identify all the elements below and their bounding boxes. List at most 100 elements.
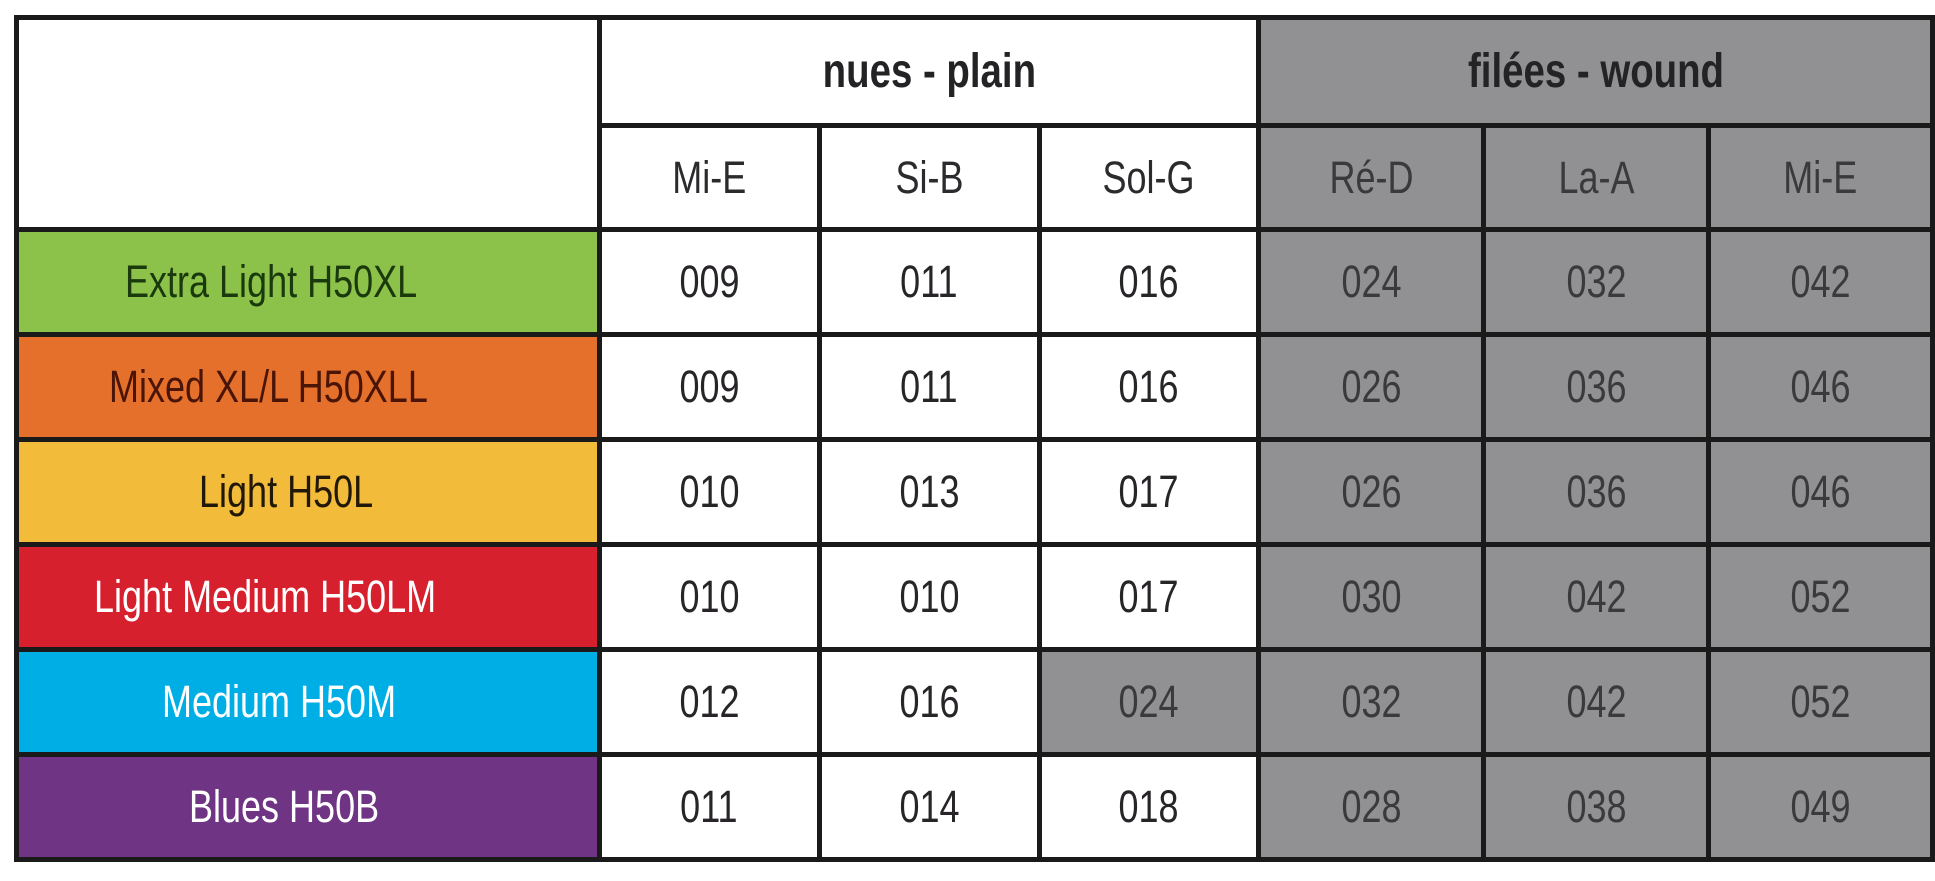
gauge-cell: 049 <box>1706 752 1935 862</box>
gauge-value: 016 <box>1118 256 1179 307</box>
col-header-re-d: Ré-D <box>1256 123 1487 232</box>
gauge-cell: 018 <box>1036 752 1262 862</box>
row-extra-light-h50xl: Extra Light H50XL 009 011 016 024 032 04… <box>14 227 1935 337</box>
gauge-value: 026 <box>1341 466 1402 517</box>
gauge-value: 046 <box>1790 466 1851 517</box>
gauge-cell: 038 <box>1481 752 1712 862</box>
gauge-value: 024 <box>1118 676 1179 727</box>
row-label-text: Medium H50M <box>161 676 396 727</box>
gauge-cell: 009 <box>596 332 822 442</box>
gauge-value: 046 <box>1790 361 1851 412</box>
gauge-cell: 017 <box>1036 437 1262 547</box>
row-medium-h50m: Medium H50M 012 016 024 032 042 052 <box>14 647 1935 757</box>
gauge-value: 018 <box>1118 781 1179 832</box>
gauge-value: 042 <box>1566 676 1627 727</box>
group-header-row: nues - plain filées - wound <box>14 15 1935 232</box>
gauge-value: 017 <box>1118 466 1179 517</box>
gauge-cell: 042 <box>1481 542 1712 652</box>
gauge-cell: 010 <box>596 542 822 652</box>
gauge-cell: 017 <box>1036 542 1262 652</box>
gauge-value: 036 <box>1566 361 1627 412</box>
row-label-blues-h50b: Blues H50B <box>14 752 602 862</box>
gauge-value: 042 <box>1790 256 1851 307</box>
row-label-text: Extra Light H50XL <box>125 256 418 307</box>
gauge-cell: 028 <box>1256 752 1487 862</box>
col-header-la-a: La-A <box>1481 123 1712 232</box>
gauge-cell: 016 <box>1036 227 1262 337</box>
gauge-cell: 010 <box>816 542 1042 652</box>
gauge-cell: 026 <box>1256 437 1487 547</box>
col-header-label: Si-B <box>895 151 964 203</box>
row-label-medium-h50m: Medium H50M <box>14 647 602 757</box>
gauge-value: 017 <box>1118 571 1179 622</box>
gauge-cell: 011 <box>816 227 1042 337</box>
col-header-sol-g: Sol-G <box>1036 123 1262 232</box>
gauge-value: 011 <box>900 361 958 412</box>
gauge-cell: 046 <box>1706 437 1935 547</box>
gauge-value: 052 <box>1790 676 1851 727</box>
gauge-value: 013 <box>899 466 960 517</box>
col-header-label: Ré-D <box>1329 151 1414 203</box>
gauge-value: 042 <box>1566 571 1627 622</box>
row-label-extra-light-h50xl: Extra Light H50XL <box>14 227 602 337</box>
gauge-cell: 011 <box>816 332 1042 442</box>
gauge-value: 026 <box>1341 361 1402 412</box>
gauge-value: 010 <box>679 466 740 517</box>
gauge-value: 032 <box>1566 256 1627 307</box>
gauge-value: 009 <box>679 361 740 412</box>
gauge-value: 028 <box>1341 781 1402 832</box>
plain-group-header: nues - plain <box>596 15 1262 128</box>
gauge-cell: 012 <box>596 647 822 757</box>
gauge-cell: 046 <box>1706 332 1935 442</box>
corner-spacer <box>14 15 602 232</box>
gauge-cell: 042 <box>1706 227 1935 337</box>
row-label-text: Mixed XL/L H50XLL <box>108 361 428 412</box>
row-light-h50l: Light H50L 010 013 017 026 036 046 <box>14 437 1935 547</box>
string-gauge-table: nues - plain filées - wound Mi-E Si-B So… <box>14 15 1935 862</box>
gauge-cell: 014 <box>816 752 1042 862</box>
row-label-mixed-xl-l-h50xll: Mixed XL/L H50XLL <box>14 332 602 442</box>
row-label-text: Light Medium H50LM <box>94 571 437 622</box>
row-light-medium-h50lm: Light Medium H50LM 010 010 017 030 042 0… <box>14 542 1935 652</box>
gauge-cell: 013 <box>816 437 1042 547</box>
gauge-cell: 036 <box>1481 332 1712 442</box>
gauge-value: 030 <box>1341 571 1402 622</box>
gauge-value: 024 <box>1341 256 1402 307</box>
row-label-text: Blues H50B <box>189 781 380 832</box>
col-header-mi-e-wound: Mi-E <box>1706 123 1935 232</box>
gauge-value: 052 <box>1790 571 1851 622</box>
gauge-cell: 016 <box>1036 332 1262 442</box>
col-header-si-b: Si-B <box>816 123 1042 232</box>
gauge-value: 010 <box>899 571 960 622</box>
gauge-cell: 036 <box>1481 437 1712 547</box>
gauge-value: 014 <box>899 781 960 832</box>
gauge-value: 032 <box>1341 676 1402 727</box>
gauge-cell: 026 <box>1256 332 1487 442</box>
gauge-value: 011 <box>680 781 738 832</box>
col-header-label: La-A <box>1558 151 1635 203</box>
gauge-cell: 009 <box>596 227 822 337</box>
gauge-value: 049 <box>1790 781 1851 832</box>
gauge-value: 009 <box>679 256 740 307</box>
gauge-value: 011 <box>900 256 958 307</box>
row-mixed-xl-l-h50xll: Mixed XL/L H50XLL 009 011 016 026 036 04… <box>14 332 1935 442</box>
col-header-label: Mi-E <box>672 151 747 203</box>
row-blues-h50b: Blues H50B 011 014 018 028 038 049 <box>14 752 1935 862</box>
gauge-cell: 032 <box>1256 647 1487 757</box>
gauge-cell: 052 <box>1706 647 1935 757</box>
gauge-value: 016 <box>1118 361 1179 412</box>
gauge-value: 010 <box>679 571 740 622</box>
gauge-cell: 052 <box>1706 542 1935 652</box>
gauge-value: 016 <box>899 676 960 727</box>
string-header-row: Mi-E Si-B Sol-G Ré-D La-A Mi-E <box>17 123 1935 232</box>
gauge-value: 038 <box>1566 781 1627 832</box>
gauge-cell: 042 <box>1481 647 1712 757</box>
col-header-label: Mi-E <box>1783 151 1858 203</box>
gauge-cell: 024 <box>1256 227 1487 337</box>
wound-group-label: filées - wound <box>1467 45 1724 98</box>
gauge-cell: 010 <box>596 437 822 547</box>
wound-group-header: filées - wound <box>1256 15 1935 128</box>
gauge-value: 012 <box>679 676 740 727</box>
plain-group-label: nues - plain <box>822 45 1036 98</box>
